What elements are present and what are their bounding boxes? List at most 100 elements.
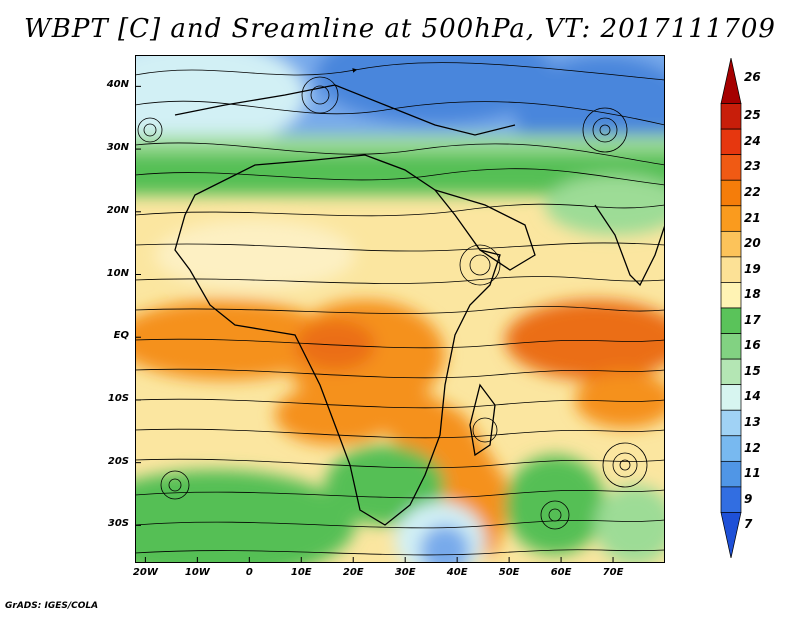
field-south-orange (275, 385, 395, 445)
colorbar-swatch (720, 409, 742, 437)
lat-label: 10N (106, 267, 129, 279)
streamline (135, 519, 665, 529)
colorbar-swatch (720, 435, 742, 462)
field-nafrica-lightyellow (155, 220, 355, 290)
streamline (135, 306, 665, 314)
streamlines (135, 62, 665, 556)
colorbar-label: 15 (744, 363, 761, 378)
vortex (168, 478, 182, 492)
lon-label: 70E (602, 567, 624, 578)
colorbar-swatch (720, 486, 742, 513)
vortex (459, 244, 501, 286)
vortex (602, 442, 648, 488)
lon-label: 60E (550, 567, 572, 578)
streamline (135, 242, 665, 252)
colorbar-label: 23 (744, 159, 761, 174)
colorbar-swatch (720, 103, 742, 130)
streamline (135, 549, 665, 556)
coastlines (174, 84, 665, 526)
streamline (135, 276, 665, 284)
wbpt-streamline-map (135, 55, 665, 563)
colorbar-label: 21 (744, 210, 761, 225)
colorbar-label: 20 (744, 236, 761, 251)
colorbar-swatch (720, 512, 742, 558)
colorbar-swatch (720, 205, 742, 232)
colorbar (720, 58, 742, 558)
streamline (135, 458, 665, 469)
colorbar-label: 25 (744, 108, 761, 123)
vortex (137, 117, 163, 143)
field-se-green (505, 455, 605, 555)
field-sw-green (135, 470, 355, 563)
colorbar-label: 17 (744, 312, 761, 327)
streamline (135, 100, 665, 126)
vortex (143, 123, 157, 137)
india-coast (594, 204, 665, 287)
field-sc-green (325, 445, 445, 525)
colorbar-label: 16 (744, 338, 761, 353)
field-se-orange (575, 372, 665, 428)
vortex (160, 470, 190, 500)
colorbar-swatch (720, 179, 742, 207)
lat-label: 30N (106, 142, 129, 154)
lat-label: 40N (106, 79, 129, 91)
streamline (135, 203, 665, 217)
field-nw-lightblue (135, 55, 305, 150)
streamline (135, 428, 665, 439)
colorbar-swatch (720, 358, 742, 386)
lon-label: 40E (446, 567, 468, 578)
colorbar-swatch (720, 460, 742, 488)
field-n-darkblue (315, 55, 555, 125)
streamline (135, 168, 665, 186)
colorbar-label: 12 (744, 440, 761, 455)
colorbar-label: 22 (744, 185, 761, 199)
lat-label: 20S (107, 455, 129, 467)
vortex (612, 452, 638, 478)
europe-coast (174, 84, 516, 136)
streamline (135, 142, 665, 166)
vortex (472, 417, 498, 443)
colorbar-swatch (720, 58, 742, 104)
field-ne-green (545, 175, 665, 235)
colorbar-swatch (720, 128, 742, 156)
arabia-coast (434, 189, 536, 271)
colorbar-label: 7 (744, 517, 753, 532)
colorbar-label: 14 (744, 389, 761, 404)
lat-label: EQ (113, 330, 129, 342)
colorbar-swatch (720, 256, 742, 283)
colorbar-swatch (720, 333, 742, 360)
vortex (469, 254, 491, 276)
map-frame (135, 55, 665, 563)
vortex (301, 76, 339, 114)
colorbar-swatch (720, 282, 742, 309)
madagascar-coast (469, 383, 496, 457)
map-title: WBPT [C] and Sreamline at 500hPa, VT: 20… (24, 14, 776, 44)
vortex (592, 117, 618, 143)
colorbar-swatch (720, 154, 742, 181)
lat-label: 10S (107, 392, 129, 404)
lon-label: 0 (245, 567, 253, 578)
field-diag-orange (375, 375, 515, 555)
vortex (310, 85, 330, 105)
lat-label: 20N (106, 204, 129, 216)
colorbar-swatch (720, 230, 742, 258)
streamline (135, 62, 665, 81)
field-s-blue (420, 525, 470, 563)
colorbar-label: 11 (744, 466, 761, 481)
lon-label: 50E (498, 567, 520, 578)
streamline (135, 398, 665, 409)
colorbar-label: 18 (744, 287, 761, 302)
vortex (540, 500, 570, 530)
colorbar-label: 19 (744, 261, 761, 276)
streamline (135, 489, 665, 499)
vortex (619, 459, 631, 471)
colorbar-swatch (720, 307, 742, 334)
lon-label: 30E (394, 567, 416, 578)
colorbar-swatch (720, 384, 742, 411)
vortex (548, 508, 562, 522)
lon-label: 10W (184, 567, 210, 578)
streamline (135, 368, 665, 379)
field-se-green2 (595, 485, 665, 563)
colorbar-label: 13 (744, 415, 761, 429)
lon-label: 20E (342, 567, 364, 578)
